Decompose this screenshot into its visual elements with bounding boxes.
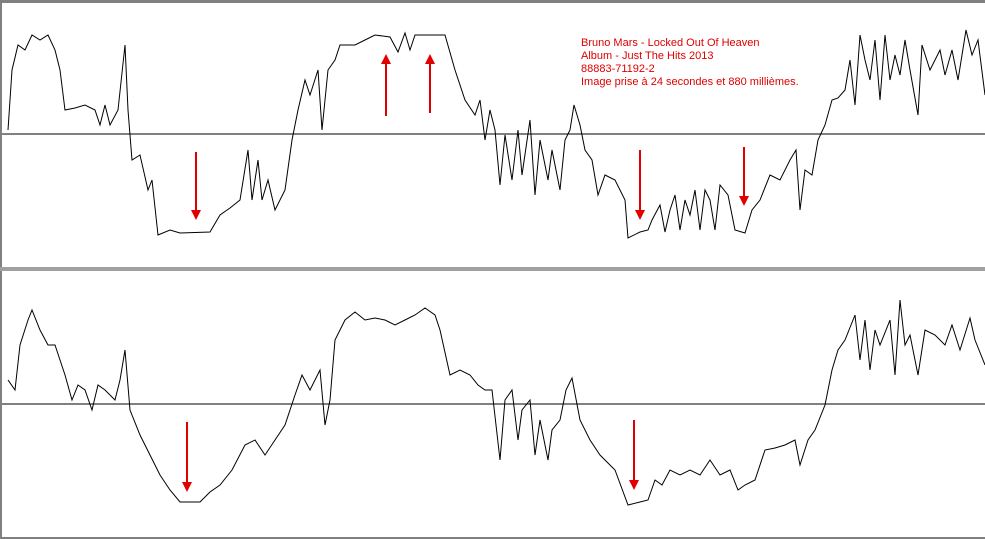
top-border (0, 0, 985, 3)
arrow-head (739, 196, 749, 206)
arrow-head (191, 210, 201, 220)
right-channel-waveform (7, 299, 985, 506)
arrow-head (629, 480, 639, 490)
annotation-line: Album - Just The Hits 2013 (581, 50, 713, 62)
annotation-line: Image prise à 24 secondes et 880 millièm… (581, 76, 799, 88)
channel-separator (0, 267, 985, 271)
arrow-head (381, 54, 391, 64)
arrows (182, 54, 749, 492)
arrow-head (635, 210, 645, 220)
annotation-line: 88883-71192-2 (581, 63, 655, 75)
arrow-head (425, 54, 435, 64)
bottom-border (0, 537, 985, 539)
annotation-line: Bruno Mars - Locked Out Of Heaven (581, 37, 760, 49)
left-channel-waveform (7, 29, 985, 239)
arrow-head (182, 482, 192, 492)
